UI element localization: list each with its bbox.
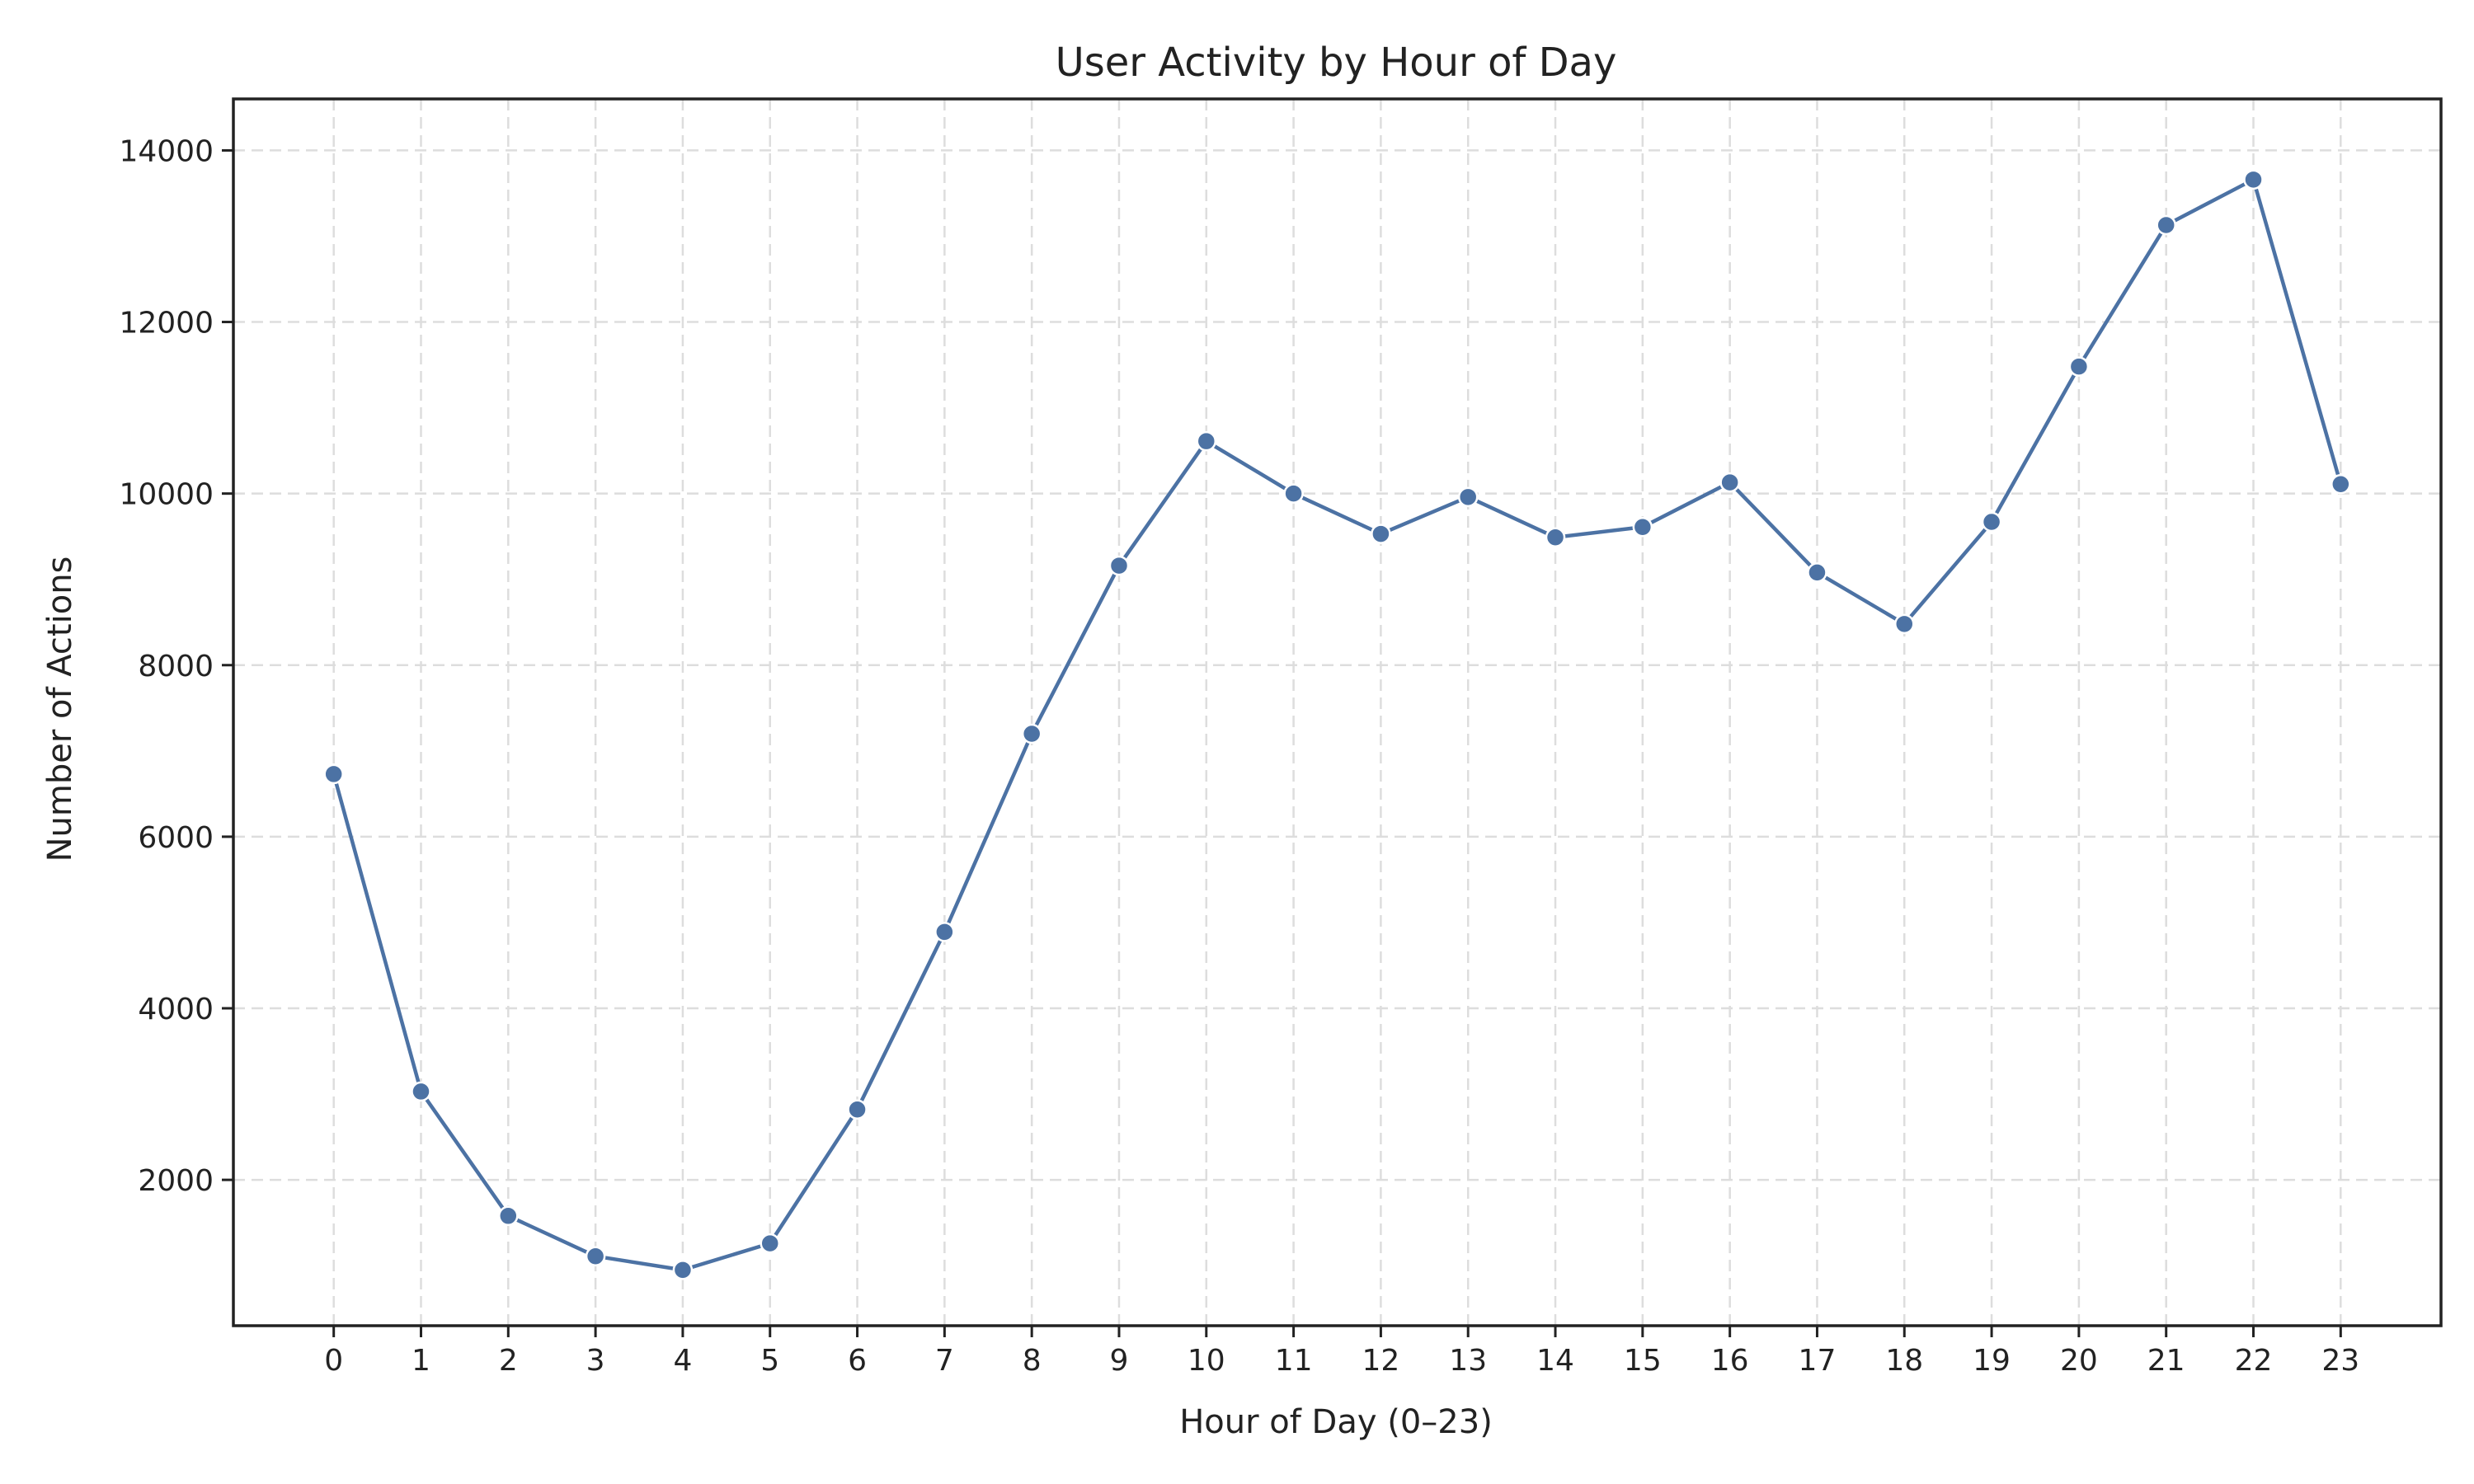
x-tick-label: 2 <box>499 1344 518 1378</box>
data-point <box>585 1246 606 1266</box>
y-tick-label: 4000 <box>138 993 214 1026</box>
x-tick-label: 1 <box>412 1344 430 1378</box>
grid <box>233 99 2441 1326</box>
y-tick-label: 2000 <box>138 1164 214 1198</box>
data-point <box>1632 516 1653 538</box>
x-tick-label: 9 <box>1110 1344 1129 1378</box>
x-tick-label: 11 <box>1275 1344 1313 1378</box>
data-point <box>1807 562 1827 583</box>
x-axis: 0 1 2 3 4 5 6 7 8 9 10 11 12 13 14 15 16 17 18 19 20 21 22 23 <box>324 1326 2359 1378</box>
x-tick-label: 20 <box>2060 1344 2098 1378</box>
x-tick-label: 5 <box>760 1344 779 1378</box>
data-point <box>411 1081 431 1102</box>
x-tick-label: 6 <box>848 1344 867 1378</box>
data-point <box>1021 723 1042 744</box>
chart-title: User Activity by Hour of Day <box>1056 40 1617 86</box>
y-tick-label: 8000 <box>138 650 214 683</box>
data-point <box>1108 555 1130 576</box>
x-tick-label: 14 <box>1536 1344 1574 1378</box>
data-point <box>323 763 344 785</box>
x-tick-label: 16 <box>1711 1344 1749 1378</box>
x-tick-label: 23 <box>2321 1344 2359 1378</box>
x-tick-label: 0 <box>324 1344 343 1378</box>
data-point <box>1371 524 1391 544</box>
data-point <box>934 922 955 942</box>
y-tick-label: 6000 <box>138 821 214 855</box>
x-tick-label: 8 <box>1023 1344 1042 1378</box>
y-tick-label: 14000 <box>119 134 214 168</box>
series-layer <box>323 169 2351 1280</box>
x-tick-label: 12 <box>1362 1344 1399 1378</box>
plot-frame <box>232 97 2443 1327</box>
data-point <box>1457 486 1479 508</box>
y-tick-label: 12000 <box>119 307 214 340</box>
data-point <box>847 1099 868 1120</box>
data-point <box>1981 511 2002 533</box>
data-point <box>1283 483 1304 504</box>
y-axis: 2000 4000 6000 8000 10000 12000 14000 <box>119 134 233 1198</box>
data-point <box>1719 472 1740 493</box>
x-tick-label: 19 <box>1973 1344 2011 1378</box>
y-tick-label: 10000 <box>119 478 214 512</box>
x-tick-label: 3 <box>586 1344 605 1378</box>
y-axis-title: Number of Actions <box>41 556 79 862</box>
x-tick-label: 4 <box>673 1344 692 1378</box>
x-tick-label: 21 <box>2147 1344 2185 1378</box>
data-point <box>2068 356 2090 377</box>
data-point <box>1894 613 1915 635</box>
data-point <box>1196 430 1217 452</box>
x-tick-label: 17 <box>1799 1344 1837 1378</box>
x-tick-label: 10 <box>1188 1344 1225 1378</box>
x-tick-label: 13 <box>1449 1344 1487 1378</box>
x-tick-label: 15 <box>1624 1344 1662 1378</box>
x-tick-label: 18 <box>1885 1344 1923 1378</box>
data-point <box>2243 169 2264 190</box>
data-point <box>760 1233 780 1254</box>
data-point <box>498 1205 519 1227</box>
data-point <box>1545 527 1566 547</box>
x-tick-label: 22 <box>2235 1344 2273 1378</box>
data-point <box>2156 214 2176 236</box>
data-point <box>2331 473 2351 495</box>
x-tick-label: 7 <box>935 1344 954 1378</box>
series-line <box>332 177 2343 1272</box>
x-axis-title: Hour of Day (0–23) <box>1179 1403 1493 1441</box>
data-point <box>672 1260 694 1280</box>
